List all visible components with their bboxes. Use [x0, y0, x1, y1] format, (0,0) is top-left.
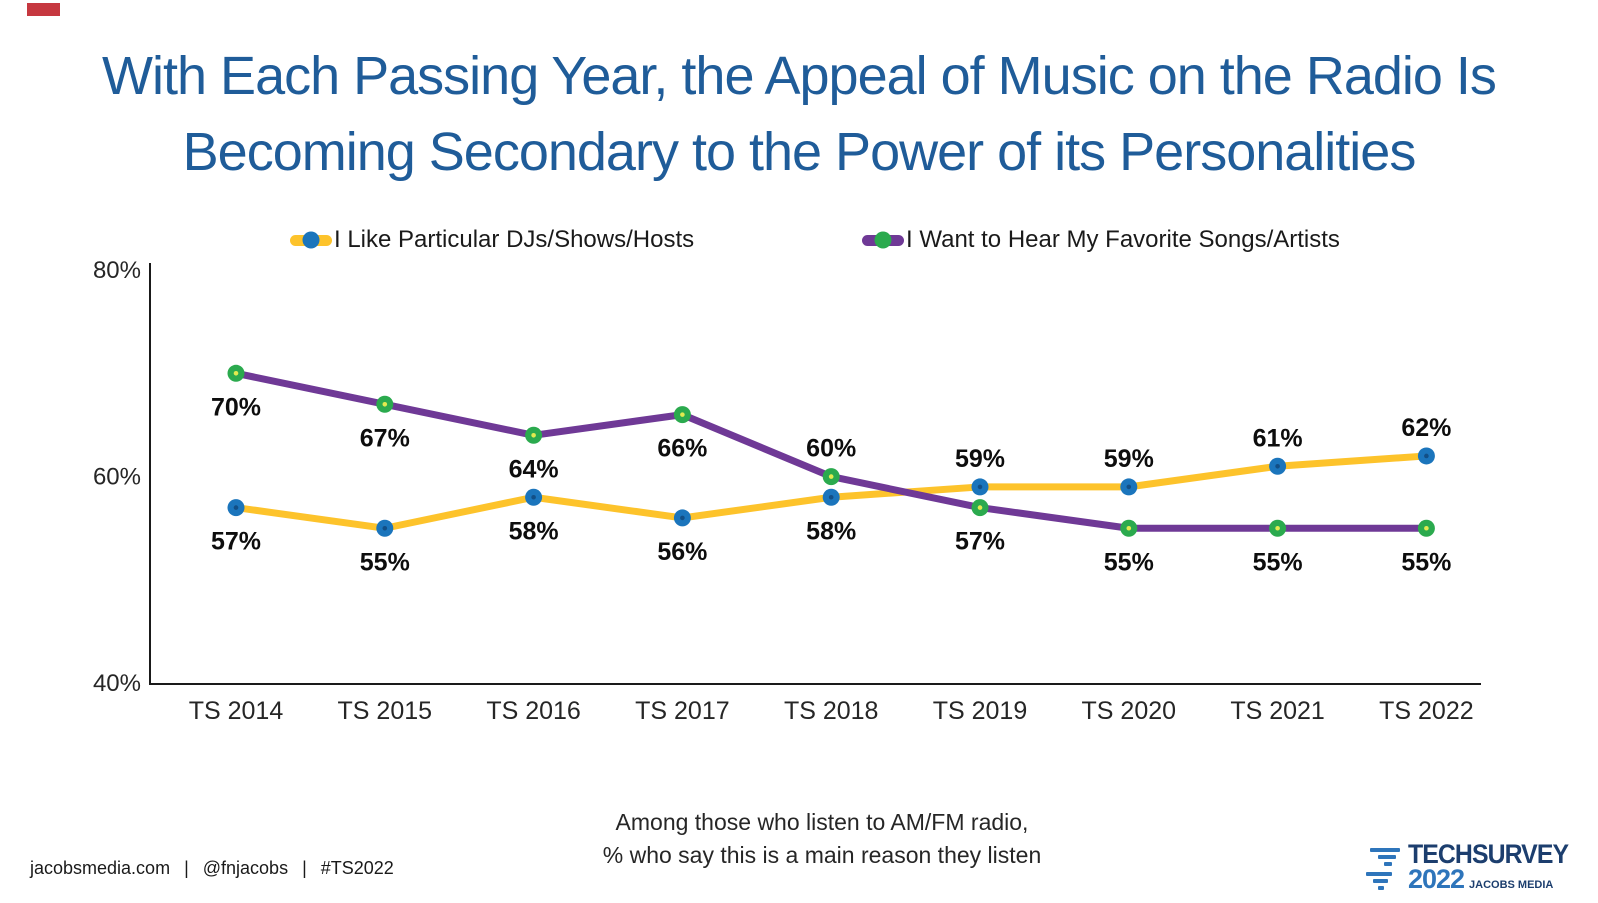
- x-tick-label: TS 2017: [635, 697, 730, 725]
- data-label: 67%: [360, 424, 410, 452]
- data-point-center: [977, 484, 983, 490]
- data-point-center: [1424, 525, 1429, 531]
- data-point-center: [382, 525, 388, 531]
- data-label: 55%: [1253, 548, 1303, 576]
- x-tick-label: TS 2020: [1082, 697, 1177, 725]
- logo-year: 2022: [1407, 864, 1465, 894]
- data-point-center: [531, 494, 536, 500]
- data-label: 64%: [509, 455, 559, 483]
- footer-separator: |: [302, 858, 307, 878]
- data-label: 58%: [509, 517, 559, 545]
- caption-line1: Among those who listen to AM/FM radio,: [615, 809, 1029, 835]
- page-title: With Each Passing Year, the Appeal of Mu…: [0, 38, 1598, 190]
- caption-line2: % who say this is a main reason they lis…: [602, 842, 1042, 868]
- logo-brand: TECHSURVEY: [1407, 839, 1569, 869]
- data-point-center: [828, 494, 834, 500]
- funnel-icon: [1365, 848, 1404, 896]
- data-label: 55%: [360, 548, 410, 576]
- footer-separator: |: [184, 858, 189, 878]
- footer-site: jacobsmedia.com: [30, 858, 171, 878]
- data-point-center: [233, 371, 239, 376]
- footer-hashtag: #TS2022: [320, 858, 394, 878]
- legend-marker-dot: [302, 231, 320, 249]
- x-tick-label: TS 2015: [338, 697, 433, 725]
- x-tick-label: TS 2019: [933, 697, 1028, 725]
- data-label: 55%: [1401, 548, 1451, 576]
- data-label: 70%: [211, 393, 261, 421]
- data-point-center: [233, 505, 239, 510]
- footer: jacobsmedia.com | @fnjacobs | #TS2022: [30, 858, 394, 879]
- x-tick-label: TS 2021: [1230, 697, 1325, 725]
- chart-caption: Among those who listen to AM/FM radio, %…: [23, 806, 1598, 872]
- data-label: 62%: [1401, 414, 1451, 442]
- data-point-center: [680, 412, 685, 417]
- y-tick-label: 80%: [93, 257, 141, 284]
- footer-handle: @fnjacobs: [202, 858, 289, 878]
- data-point-center: [1126, 525, 1132, 531]
- x-tick-label: TS 2022: [1379, 697, 1474, 725]
- techsurvey-logo: TECHSURVEY 2022 JACOBS MEDIA: [1365, 839, 1582, 896]
- title-line1: With Each Passing Year, the Appeal of Mu…: [102, 46, 1497, 106]
- x-tick-label: TS 2018: [784, 697, 879, 725]
- legend-item-djs: I Like Particular DJs/Shows/Hosts: [290, 224, 694, 256]
- red-marker: [27, 3, 60, 16]
- data-label: 57%: [211, 528, 261, 556]
- legend-label: I Want to Hear My Favorite Songs/Artists: [906, 226, 1340, 253]
- data-point-center: [1126, 484, 1132, 490]
- legend-line-swatch: [862, 231, 904, 249]
- data-point-center: [680, 515, 685, 521]
- title-line2: Becoming Secondary to the Power of its P…: [182, 122, 1417, 182]
- data-point-center: [531, 432, 536, 438]
- data-point-center: [828, 474, 834, 479]
- x-tick-label: TS 2016: [486, 697, 581, 725]
- x-tick-label: TS 2014: [189, 697, 284, 725]
- data-point-center: [1275, 463, 1280, 469]
- legend-item-songs: I Want to Hear My Favorite Songs/Artists: [862, 224, 1340, 256]
- data-label: 56%: [657, 538, 707, 566]
- data-label: 60%: [806, 435, 856, 463]
- legend-label: I Like Particular DJs/Shows/Hosts: [334, 226, 695, 253]
- data-point-center: [1424, 453, 1429, 459]
- data-label: 59%: [1104, 445, 1154, 473]
- logo-company: JACOBS MEDIA: [1469, 879, 1554, 891]
- data-point-center: [977, 505, 983, 510]
- data-point-center: [1275, 525, 1280, 531]
- data-label: 58%: [806, 517, 856, 545]
- legend: I Like Particular DJs/Shows/Hosts I Want…: [0, 224, 1598, 256]
- data-label: 59%: [955, 445, 1005, 473]
- legend-marker-dot: [874, 231, 892, 249]
- legend-line-swatch: [290, 231, 332, 249]
- data-label: 57%: [955, 528, 1005, 556]
- data-label: 66%: [657, 435, 707, 463]
- data-point-center: [382, 401, 388, 407]
- data-label: 61%: [1253, 424, 1303, 452]
- y-tick-label: 60%: [93, 464, 141, 491]
- logo-text: TECHSURVEY 2022 JACOBS MEDIA: [1407, 839, 1582, 894]
- data-label: 55%: [1104, 548, 1154, 576]
- y-tick-label: 40%: [93, 670, 141, 697]
